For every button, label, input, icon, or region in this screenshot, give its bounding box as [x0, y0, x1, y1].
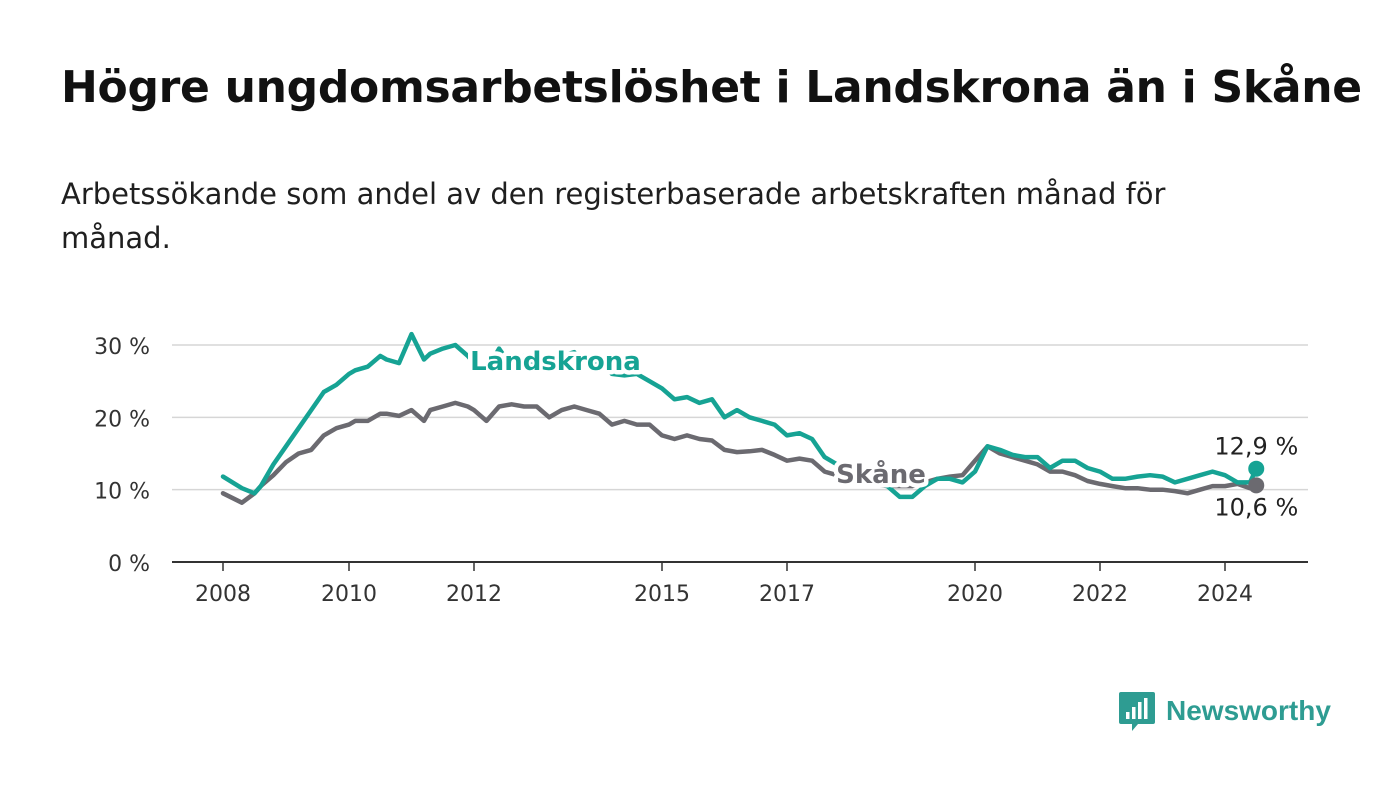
x-tick-label: 2012 — [446, 582, 502, 607]
series-line-landskrona — [220, 331, 1259, 500]
series-line-skane — [220, 400, 1259, 505]
x-tick-label: 2017 — [759, 582, 815, 607]
end-point-skane — [1248, 477, 1265, 494]
newsworthy-logo: Newsworthy — [1118, 690, 1331, 732]
x-tick-label: 2024 — [1197, 582, 1253, 607]
series-layer — [220, 331, 1259, 505]
y-tick-label: 0 % — [108, 552, 150, 577]
x-tick-label: 2010 — [321, 582, 377, 607]
x-tick-label: 2022 — [1072, 582, 1128, 607]
y-tick-label: 10 % — [94, 480, 150, 505]
label-layer: 12,9 % 10,6 % Landskrona Skåne — [466, 342, 1299, 521]
x-tick-label: 2020 — [947, 582, 1003, 607]
newsworthy-logo-icon — [1119, 692, 1155, 731]
end-label-skane: 10,6 % — [1214, 493, 1298, 521]
axis-layer: 0 % 10 % 20 % 30 % 2008 2010 2012 2015 2017 2020 2… — [94, 335, 1308, 607]
series-label-skane: Skåne — [836, 458, 926, 490]
chart-subtitle: Arbetssökande som andel av den registerb… — [61, 177, 1166, 255]
x-tick-label: 2008 — [195, 582, 251, 607]
end-point-landskrona — [1248, 460, 1265, 477]
grid-layer — [172, 344, 1308, 491]
end-label-landskrona: 12,9 % — [1214, 433, 1298, 461]
chart-title: Högre ungdomsarbetslöshet i Landskrona ä… — [61, 62, 1362, 113]
brand-name: Newsworthy — [1166, 695, 1331, 726]
x-tick-label: 2015 — [634, 582, 690, 607]
y-tick-label: 30 % — [94, 335, 150, 360]
y-tick-label: 20 % — [94, 407, 150, 432]
series-label-landskrona: Landskrona — [470, 347, 641, 377]
